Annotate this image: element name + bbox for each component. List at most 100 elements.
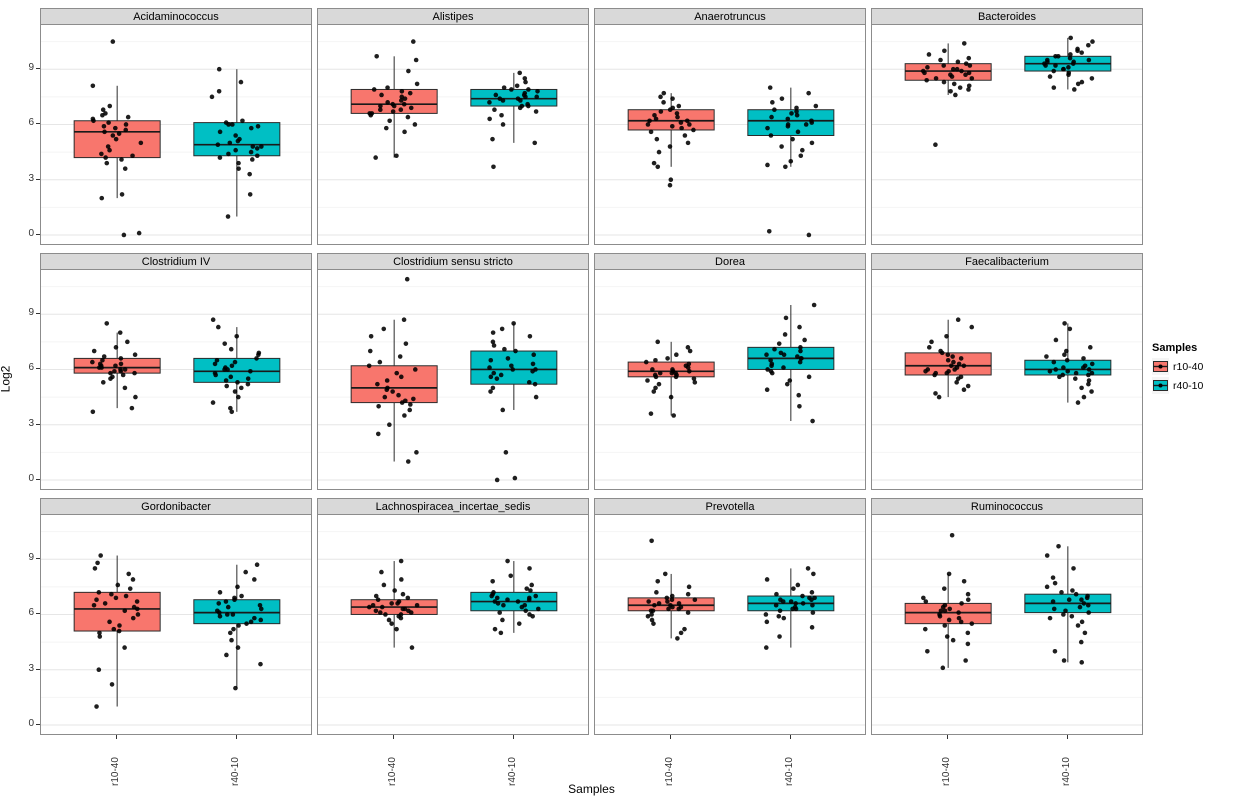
x-tick-mark (947, 735, 949, 739)
x-tick-mark (670, 735, 672, 739)
facet-strip-title: Clostridium IV (40, 253, 312, 270)
jitter-points-r10-40 (366, 558, 420, 650)
facet-strip-title: Acidaminococcus (40, 8, 312, 25)
x-tick-label: r10-40 (110, 757, 122, 786)
y-tick-label: 9 (28, 307, 34, 319)
y-tick-mark (36, 368, 40, 370)
legend: Samples r10-40 r40-10 (1152, 342, 1236, 396)
facet-panel (40, 514, 312, 735)
facet-panel (317, 514, 589, 735)
legend-key-boxplot-icon (1152, 377, 1169, 394)
y-tick-mark (36, 558, 40, 560)
jitter-points-r10-40 (643, 339, 698, 418)
x-tick-label: r10-40 (664, 757, 676, 786)
boxplot-r40-10 (1024, 35, 1112, 92)
x-tick-label: r40-10 (506, 757, 518, 786)
jitter-points-r40-10 (487, 70, 540, 170)
y-tick-mark (36, 478, 40, 480)
jitter-points-r10-40 (920, 41, 975, 148)
y-tick-mark (36, 723, 40, 725)
jitter-points-r10-40 (367, 39, 420, 160)
facet-strip-title: Gordonibacter (40, 498, 312, 515)
y-tick-label: 0 (28, 472, 34, 484)
facet-panel (594, 24, 866, 245)
y-tick-mark (36, 668, 40, 670)
x-tick-mark (116, 735, 118, 739)
boxplot-r40-10 (470, 558, 558, 636)
boxplot-r10-40 (350, 39, 438, 160)
jitter-points-r40-10 (487, 321, 539, 483)
boxplot-r10-40 (627, 538, 715, 641)
boxplot-r10-40 (627, 339, 715, 418)
y-tick-label: 9 (28, 62, 34, 74)
facet-strip-title: Anaerotruncus (594, 8, 866, 25)
jitter-points-r40-10 (1044, 321, 1095, 405)
boxplot-r40-10 (747, 302, 835, 424)
boxplot-r40-10 (193, 66, 281, 219)
x-tick-label: r40-10 (229, 757, 241, 786)
boxplot-r10-40 (627, 90, 715, 188)
legend-key-boxplot-icon (1152, 358, 1169, 375)
jitter-points-r10-40 (923, 317, 975, 400)
boxplot-r10-40 (350, 558, 438, 650)
y-tick-label: 3 (28, 417, 34, 429)
facet-panel (317, 269, 589, 490)
x-tick-label: r10-40 (387, 757, 399, 786)
jitter-points-r40-10 (764, 302, 817, 424)
boxplot-r40-10 (470, 321, 558, 483)
x-tick-label: r10-40 (941, 757, 953, 786)
y-tick-mark (36, 233, 40, 235)
y-tick-mark (36, 313, 40, 315)
facet-strip-title: Dorea (594, 253, 866, 270)
facet-panel (871, 24, 1143, 245)
legend-item: r40-10 (1152, 377, 1236, 394)
boxplot-r10-40 (350, 276, 438, 464)
boxplot-r10-40 (73, 39, 161, 238)
y-tick-label: 0 (28, 717, 34, 729)
legend-label: r40-10 (1173, 379, 1204, 392)
facet-strip-title: Faecalibacterium (871, 253, 1143, 270)
x-tick-label: r40-10 (1060, 757, 1072, 786)
facet-strip-title: Prevotella (594, 498, 866, 515)
jitter-points-r40-10 (763, 566, 817, 650)
jitter-points-r40-10 (489, 558, 541, 636)
y-tick-label: 6 (28, 362, 34, 374)
boxplot-r40-10 (193, 317, 281, 415)
y-tick-mark (36, 613, 40, 615)
boxplot-r10-40 (73, 553, 161, 709)
facet-panel (40, 24, 312, 245)
legend-items: r10-40 r40-10 (1152, 358, 1236, 394)
jitter-points-r40-10 (209, 66, 264, 219)
jitter-points-r10-40 (90, 321, 138, 415)
x-tick-mark (789, 735, 791, 739)
x-tick-label: r40-10 (783, 757, 795, 786)
y-tick-label: 3 (28, 662, 34, 674)
y-tick-label: 9 (28, 552, 34, 564)
y-tick-mark (36, 178, 40, 180)
y-tick-label: 6 (28, 607, 34, 619)
y-tick-mark (36, 68, 40, 70)
y-axis-title: Log2 (0, 365, 13, 393)
jitter-points-r10-40 (366, 276, 419, 464)
y-tick-label: 6 (28, 117, 34, 129)
y-tick-mark (36, 123, 40, 125)
jitter-points-r40-10 (765, 85, 819, 238)
jitter-points-r10-40 (645, 90, 696, 188)
facet-strip-title: Alistipes (317, 8, 589, 25)
x-tick-mark (1066, 735, 1068, 739)
x-axis-title: Samples (568, 782, 615, 796)
x-tick-mark (512, 735, 514, 739)
y-tick-label: 3 (28, 172, 34, 184)
facet-panel (594, 514, 866, 735)
facet-panel (871, 514, 1143, 735)
boxplot-r40-10 (1024, 544, 1112, 665)
boxplot-r40-10 (1024, 321, 1112, 405)
jitter-points-r40-10 (215, 562, 264, 691)
boxplot-r40-10 (193, 562, 281, 691)
y-tick-mark (36, 423, 40, 425)
facet-panel (40, 269, 312, 490)
boxplot-r10-40 (904, 532, 992, 671)
jitter-points-r10-40 (90, 39, 144, 238)
boxplot-r40-10 (747, 85, 835, 238)
jitter-points-r10-40 (921, 532, 975, 671)
